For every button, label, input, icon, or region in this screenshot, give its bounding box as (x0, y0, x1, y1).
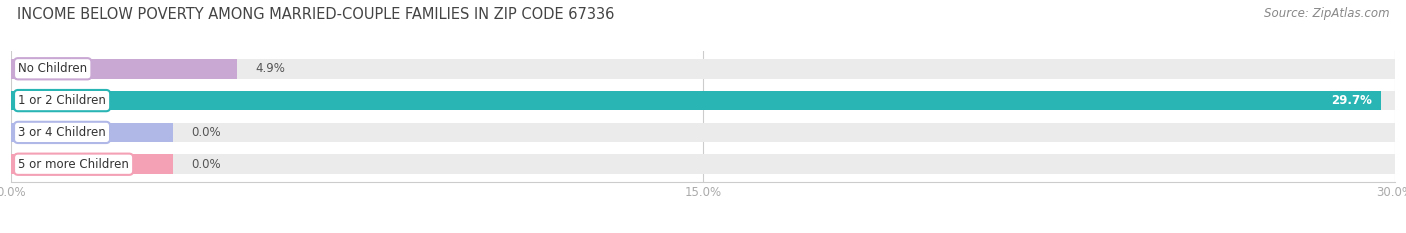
Text: INCOME BELOW POVERTY AMONG MARRIED-COUPLE FAMILIES IN ZIP CODE 67336: INCOME BELOW POVERTY AMONG MARRIED-COUPL… (17, 7, 614, 22)
Text: 0.0%: 0.0% (191, 126, 221, 139)
Bar (11, 91, 1395, 110)
Bar (11, 123, 173, 142)
Bar (11, 123, 1395, 142)
Text: 4.9%: 4.9% (256, 62, 285, 75)
Bar (11, 154, 173, 174)
Text: Source: ZipAtlas.com: Source: ZipAtlas.com (1264, 7, 1389, 20)
Text: No Children: No Children (18, 62, 87, 75)
Bar (11, 59, 238, 79)
Bar (11, 91, 1381, 110)
Bar (11, 59, 1395, 79)
Text: 3 or 4 Children: 3 or 4 Children (18, 126, 105, 139)
Text: 0.0%: 0.0% (191, 158, 221, 171)
Bar (11, 154, 1395, 174)
Text: 5 or more Children: 5 or more Children (18, 158, 129, 171)
Text: 1 or 2 Children: 1 or 2 Children (18, 94, 105, 107)
Text: 29.7%: 29.7% (1331, 94, 1372, 107)
